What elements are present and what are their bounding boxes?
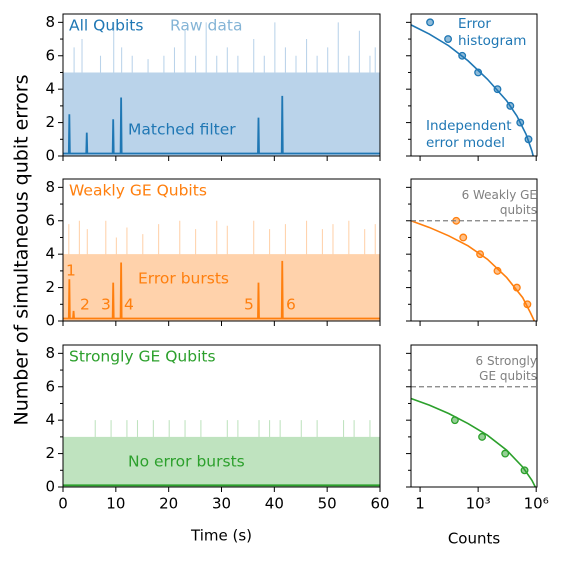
panel-title: Strongly GE Qubits [69, 348, 216, 366]
series-label: Independent error model [426, 118, 512, 151]
x-tick-label: 30 [212, 495, 231, 513]
x-tick-label: 10 [106, 495, 125, 513]
raw-data-area [63, 420, 380, 487]
x-tick-label: 50 [318, 495, 337, 513]
x-tick-label: 0 [58, 495, 68, 513]
reference-label: 6 Weakly GE qubits [461, 187, 537, 217]
x-axis-label: Counts [448, 530, 501, 548]
y-tick-label: 6 [45, 211, 55, 229]
y-tick-label: 2 [45, 444, 55, 462]
histogram-point [444, 35, 453, 44]
model-line [410, 220, 536, 322]
y-tick-label: 0 [45, 147, 55, 165]
model-line [410, 24, 534, 157]
axes-frame [410, 344, 538, 488]
series-label: Raw data [170, 17, 242, 35]
raw-data-area [63, 22, 380, 157]
x-tick-label: 60 [370, 495, 389, 513]
axes-frame [410, 178, 538, 322]
histogram-point [459, 233, 468, 242]
y-tick-label: 4 [45, 411, 55, 429]
x-tick-label: 1 [415, 495, 425, 513]
annotation: 1 [66, 262, 76, 280]
series-label: Matched filter [128, 121, 236, 139]
histogram-point [501, 449, 510, 458]
axes-frame [410, 13, 538, 157]
histogram-point [478, 432, 487, 441]
raw-data-area [63, 220, 380, 321]
y-tick-label: 4 [45, 245, 55, 263]
reference-label: 6 Strongly GE qubits [475, 353, 537, 383]
x-tick-label: 40 [265, 495, 284, 513]
y-tick-label: 2 [45, 278, 55, 296]
panel-title: Weakly GE Qubits [69, 182, 207, 200]
x-tick-label: 10⁶ [524, 495, 549, 513]
panel-title: All Qubits [69, 17, 143, 35]
annotation: Error bursts [138, 270, 229, 288]
annotation: No error bursts [128, 453, 245, 471]
y-tick-label: 4 [45, 80, 55, 98]
y-tick-label: 6 [45, 46, 55, 64]
matched-filter-line [63, 95, 380, 155]
annotation: 2 [80, 296, 90, 314]
x-axis-label: Time (s) [190, 527, 252, 545]
y-tick-label: 8 [45, 13, 55, 31]
annotation: 5 [244, 296, 254, 314]
matched-filter-line [63, 260, 380, 320]
x-tick-label: 20 [159, 495, 178, 513]
y-axis-label: Number of simultaneous qubit errors [11, 75, 33, 426]
y-tick-label: 8 [45, 344, 55, 362]
x-tick-label: 10³ [466, 495, 491, 513]
annotation: 6 [286, 296, 296, 314]
series-label: Error histogram [458, 16, 527, 49]
y-tick-label: 2 [45, 113, 55, 131]
y-tick-label: 8 [45, 178, 55, 196]
annotation: 3 [101, 296, 111, 314]
y-tick-label: 6 [45, 377, 55, 395]
y-tick-label: 0 [45, 478, 55, 496]
y-tick-label: 0 [45, 312, 55, 330]
histogram-point [426, 18, 435, 27]
annotation: 4 [124, 296, 134, 314]
model-line [410, 397, 537, 488]
